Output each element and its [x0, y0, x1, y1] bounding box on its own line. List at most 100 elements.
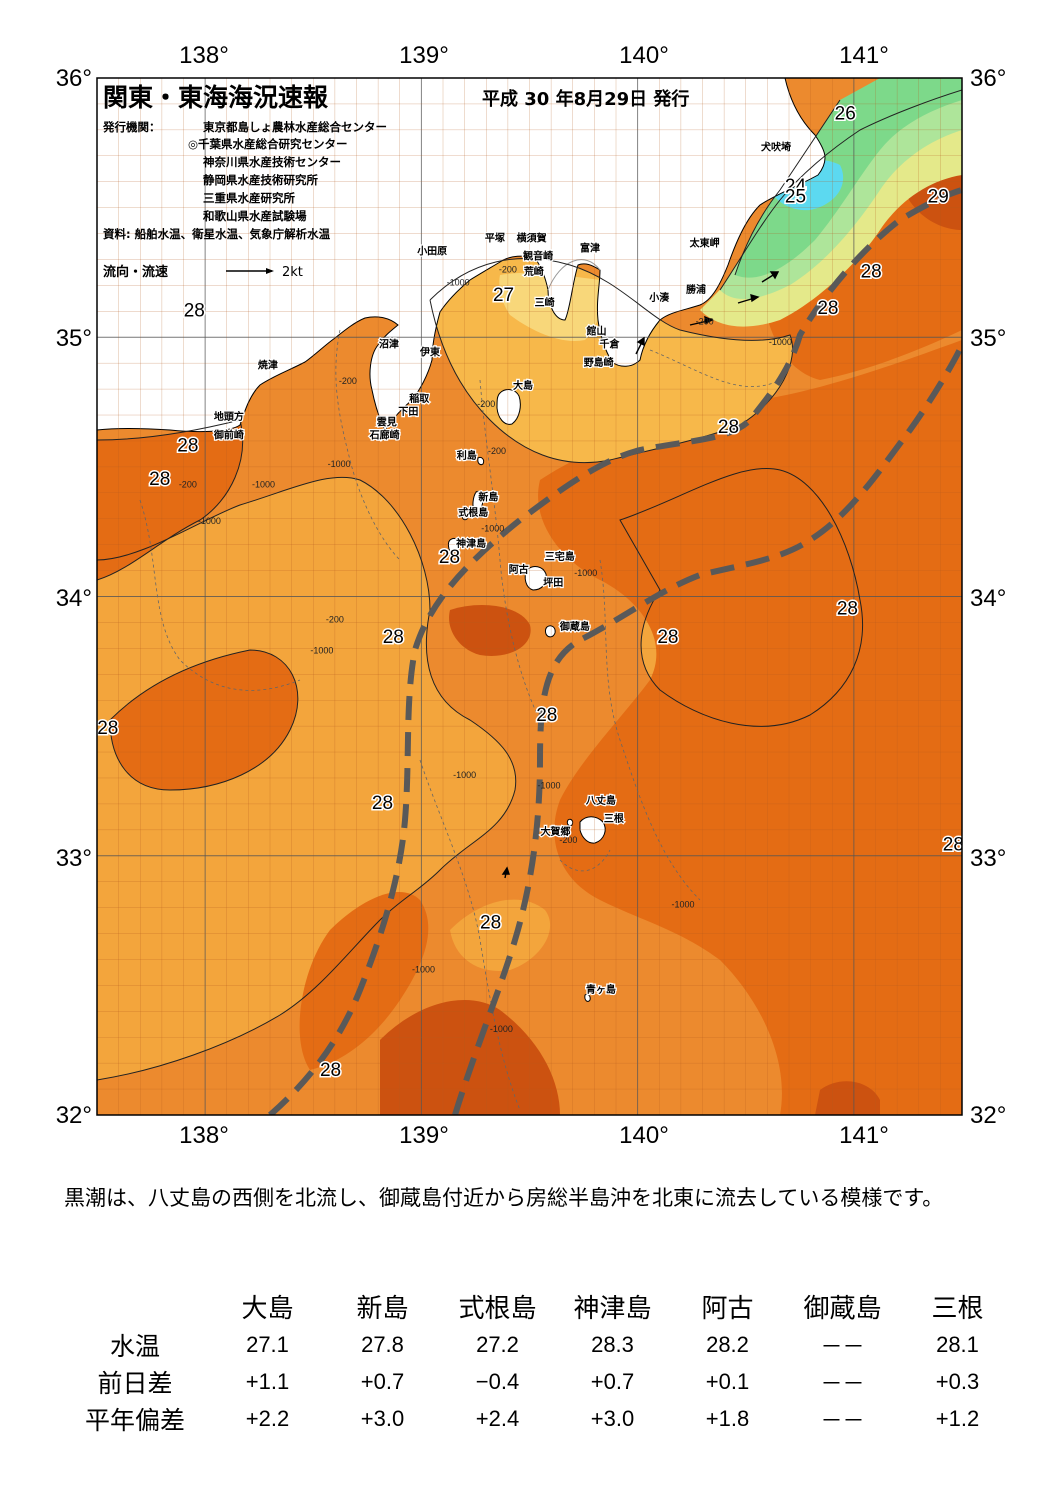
- place-name: 三根: [604, 812, 624, 825]
- sea-29-zone: [449, 605, 531, 656]
- oshima-island: [496, 389, 521, 425]
- depth-label: -1000: [537, 780, 560, 790]
- place-name: 御蔵島: [559, 620, 590, 633]
- publisher-item: 和歌山県水産試験場: [203, 209, 307, 223]
- depth-label: -1000: [490, 1024, 513, 1034]
- kuroshio-axis: [268, 187, 962, 1115]
- isotherm-label: 29: [928, 186, 949, 207]
- isotherm-label: 28: [837, 599, 858, 620]
- place-name: 稲取: [409, 392, 430, 405]
- isotherm-label: 24: [785, 176, 807, 197]
- place-name: 青ヶ島: [586, 983, 616, 996]
- lon-label: 139°: [399, 42, 449, 69]
- publisher-item: ◎千葉県水産総合研究センター: [188, 137, 348, 151]
- place-name: 伊東: [419, 345, 440, 358]
- isotherm-label: 28: [439, 547, 460, 568]
- place-name: 横須賀: [517, 231, 547, 244]
- lon-label: 140°: [619, 42, 669, 69]
- station-header: 式根島: [458, 1293, 537, 1324]
- sea-23-zone: [735, 78, 962, 278]
- sea-warm-zone-darker: [97, 420, 243, 580]
- kuroshio-summary: 黒潮は、八丈島の西側を北流し、御蔵島付近から房総半島沖を北東に流去している模様で…: [64, 1186, 944, 1210]
- place-name: 御前崎: [213, 428, 244, 441]
- lat-label: 36°: [56, 65, 92, 92]
- depth-label: -1000: [328, 459, 351, 469]
- table-cell: 28.2: [706, 1331, 749, 1357]
- depth-label: -200: [696, 316, 714, 326]
- place-name: 地頭方: [214, 410, 244, 423]
- isotherm-label: 28: [657, 627, 678, 648]
- place-name: 式根島: [458, 506, 488, 519]
- lat-label: 35°: [56, 325, 92, 352]
- depth-label: -1000: [574, 568, 597, 578]
- depth-label: -1000: [672, 900, 695, 910]
- sea-29-zone: [815, 1081, 880, 1115]
- table-cell: −0.4: [475, 1368, 520, 1394]
- map-frame: [96, 77, 963, 1116]
- table-cell: +2.4: [475, 1405, 520, 1431]
- isotherm-label: 28: [480, 912, 501, 933]
- shikinejima-island: [461, 513, 469, 521]
- lat-label: 34°: [970, 585, 1006, 612]
- isotherm-label: 28: [718, 417, 739, 438]
- place-name: 犬吠埼: [761, 141, 791, 154]
- place-name: 下田: [398, 406, 418, 418]
- place-name: 太東岬: [689, 237, 720, 250]
- place-name: 焼津: [258, 358, 278, 371]
- place-name: 雲見: [377, 416, 397, 428]
- depth-label: -200: [499, 264, 517, 274]
- depth-label: -1000: [447, 277, 470, 287]
- lat-label: 32°: [970, 1102, 1006, 1129]
- place-name: 石廊崎: [369, 428, 400, 441]
- lon-label: 139°: [399, 1122, 449, 1149]
- lon-label: 138°: [179, 1122, 229, 1149]
- latitude-labels-left: 36° 35° 34° 33° 32°: [56, 65, 92, 1129]
- table-cell: +0.7: [590, 1368, 635, 1394]
- table-cell: +1.1: [245, 1368, 290, 1394]
- table-cell: －－: [820, 1370, 865, 1396]
- place-name: 阿古: [509, 563, 529, 576]
- isotherm-label: 28: [149, 469, 170, 490]
- place-name: 平塚: [485, 231, 505, 244]
- toshima-island: [477, 457, 485, 466]
- depth-label: -1000: [453, 770, 476, 780]
- row-label: 前日差: [97, 1368, 173, 1398]
- current-vectors: [501, 271, 780, 879]
- table-cell: 27.2: [476, 1331, 519, 1357]
- place-name: 三崎: [535, 296, 555, 309]
- station-header: 新島: [356, 1293, 409, 1324]
- table-cell: 28.3: [591, 1331, 634, 1357]
- isotherm-label: 28: [383, 627, 404, 648]
- depth-label: -1000: [412, 964, 435, 974]
- issue-date: 平成 30 年8月29日 発行: [482, 88, 689, 110]
- place-name: 勝浦: [686, 283, 706, 296]
- table-row: 平年偏差 +2.2 +3.0 +2.4 +3.0 +1.8 －－ +1.2: [60, 1400, 1015, 1437]
- row-label: 水温: [109, 1331, 160, 1361]
- longitude-labels-top: 138° 139° 140° 141°: [179, 42, 889, 69]
- map-header: 関東・東海海況速報 平成 30 年8月29日 発行 発行機関： 東京都島しょ農林…: [102, 83, 689, 280]
- depth-label: -200: [179, 480, 197, 490]
- place-name: 利島: [457, 449, 477, 462]
- mikurajima-island: [544, 625, 556, 638]
- longitude-labels-bottom: 138° 139° 140° 141°: [179, 1122, 889, 1149]
- place-name: 坪田: [543, 576, 563, 589]
- current-legend-arrow: [226, 268, 274, 274]
- table-cell: －－: [820, 1333, 865, 1359]
- map-title: 関東・東海海況速報: [103, 83, 329, 112]
- place-name: 新島: [478, 491, 498, 504]
- row-label: 平年偏差: [84, 1405, 185, 1435]
- station-header: 三根: [931, 1293, 984, 1324]
- isotherm-label: 28: [536, 705, 557, 726]
- depth-label: -1000: [198, 516, 221, 526]
- depth-label: -200: [488, 446, 506, 456]
- depth-label: -1000: [252, 480, 275, 490]
- isotherm-label: 28: [943, 835, 964, 856]
- lon-label: 140°: [619, 1122, 669, 1149]
- sea-warm-zone-lighter: [97, 477, 516, 1080]
- place-name: 千倉: [600, 338, 621, 351]
- table-cell: 27.8: [361, 1331, 404, 1357]
